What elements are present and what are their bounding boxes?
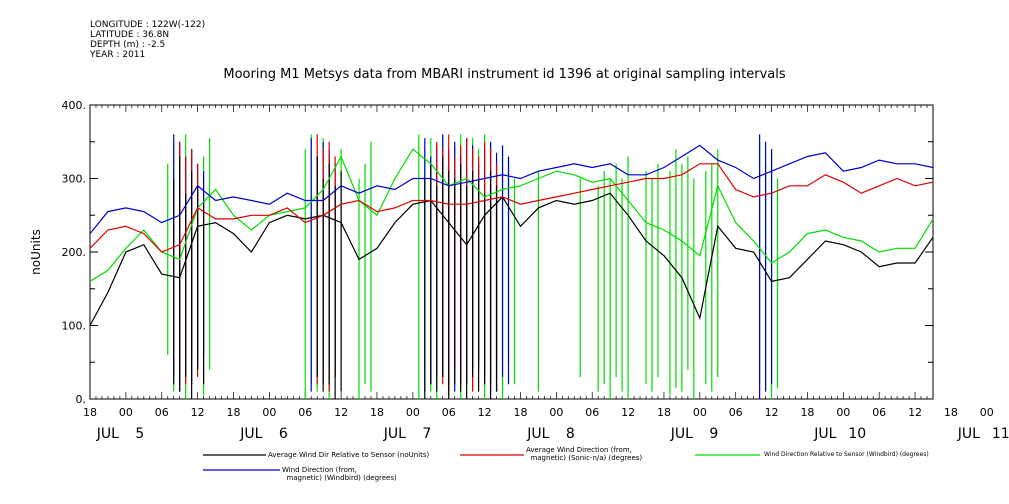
series-line-3	[89, 144, 934, 234]
x-date-month: JUL	[383, 426, 406, 442]
x-date-day: 5	[135, 426, 144, 442]
y-tick-label: 100.	[62, 320, 87, 333]
x-tick-label: 12	[478, 406, 492, 419]
x-date-day: 11	[992, 426, 1009, 442]
x-date-day: 8	[566, 426, 575, 442]
metadata-year: YEAR : 2011	[90, 50, 146, 60]
legend-label-0: Average Wind Dir Relative to Sensor (noU…	[268, 451, 430, 459]
metadata-depth: DEPTH (m) : -2.5	[90, 40, 166, 50]
x-tick-label: 00	[119, 406, 133, 419]
x-date-day: 9	[709, 426, 718, 442]
x-tick-label: 18	[370, 406, 384, 419]
x-tick-label: 00	[836, 406, 850, 419]
x-tick-label: 06	[442, 406, 456, 419]
metadata-latitude: LATITUDE : 36.8N	[90, 30, 170, 40]
x-date-month: JUL	[239, 426, 262, 442]
legend-label-1: Average Wind Direction (from, magnetic) …	[526, 446, 643, 462]
x-tick-label: 18	[83, 406, 97, 419]
x-date-day: 7	[422, 426, 431, 442]
x-date-month: JUL	[813, 426, 836, 442]
x-tick-label: 06	[585, 406, 599, 419]
x-date-month: JUL	[96, 426, 119, 442]
x-tick-label: 06	[155, 406, 169, 419]
x-tick-label: 18	[513, 406, 527, 419]
x-tick-label: 12	[334, 406, 348, 419]
x-tick-label: 00	[549, 406, 563, 419]
x-tick-label: 06	[872, 406, 886, 419]
x-tick-label: 18	[226, 406, 240, 419]
x-date-day: 6	[279, 426, 288, 442]
x-tick-label: 18	[657, 406, 671, 419]
series-line-1	[89, 163, 934, 253]
series-line-0	[89, 192, 934, 326]
legend-label-3: Wind Direction (from, magnetic) (Windbir…	[282, 466, 397, 482]
y-axis-label: noUnits	[29, 229, 43, 275]
x-tick-label: 06	[729, 406, 743, 419]
x-tick-label: 00	[406, 406, 420, 419]
y-tick-label: 0.	[76, 393, 87, 406]
chart-title: Mooring M1 Metsys data from MBARI instru…	[223, 67, 786, 82]
x-tick-label: 00	[262, 406, 276, 419]
x-tick-label: 00	[980, 406, 994, 419]
x-date-month: JUL	[526, 426, 549, 442]
y-tick-label: 300.	[62, 173, 87, 186]
legend-label-2: Wind Direction Relative to Sensor (Windb…	[764, 451, 929, 458]
x-tick-label: 12	[908, 406, 922, 419]
x-tick-label: 18	[800, 406, 814, 419]
x-tick-label: 12	[621, 406, 635, 419]
x-tick-label: 12	[191, 406, 205, 419]
series-line-2	[89, 148, 934, 282]
y-tick-label: 400.	[62, 99, 87, 112]
x-date-month: JUL	[957, 426, 980, 442]
plot-frame	[89, 104, 934, 400]
x-tick-label: 06	[298, 406, 312, 419]
y-tick-label: 200.	[62, 246, 87, 259]
x-tick-label: 00	[693, 406, 707, 419]
x-date-day: 10	[848, 426, 866, 442]
x-date-month: JUL	[670, 426, 693, 442]
metadata-longitude: LONGITUDE : 122W(-122)	[90, 20, 206, 30]
x-tick-label: 18	[944, 406, 958, 419]
x-tick-label: 12	[765, 406, 779, 419]
metadata-block: LONGITUDE : 122W(-122) LATITUDE : 36.8N …	[90, 20, 205, 60]
